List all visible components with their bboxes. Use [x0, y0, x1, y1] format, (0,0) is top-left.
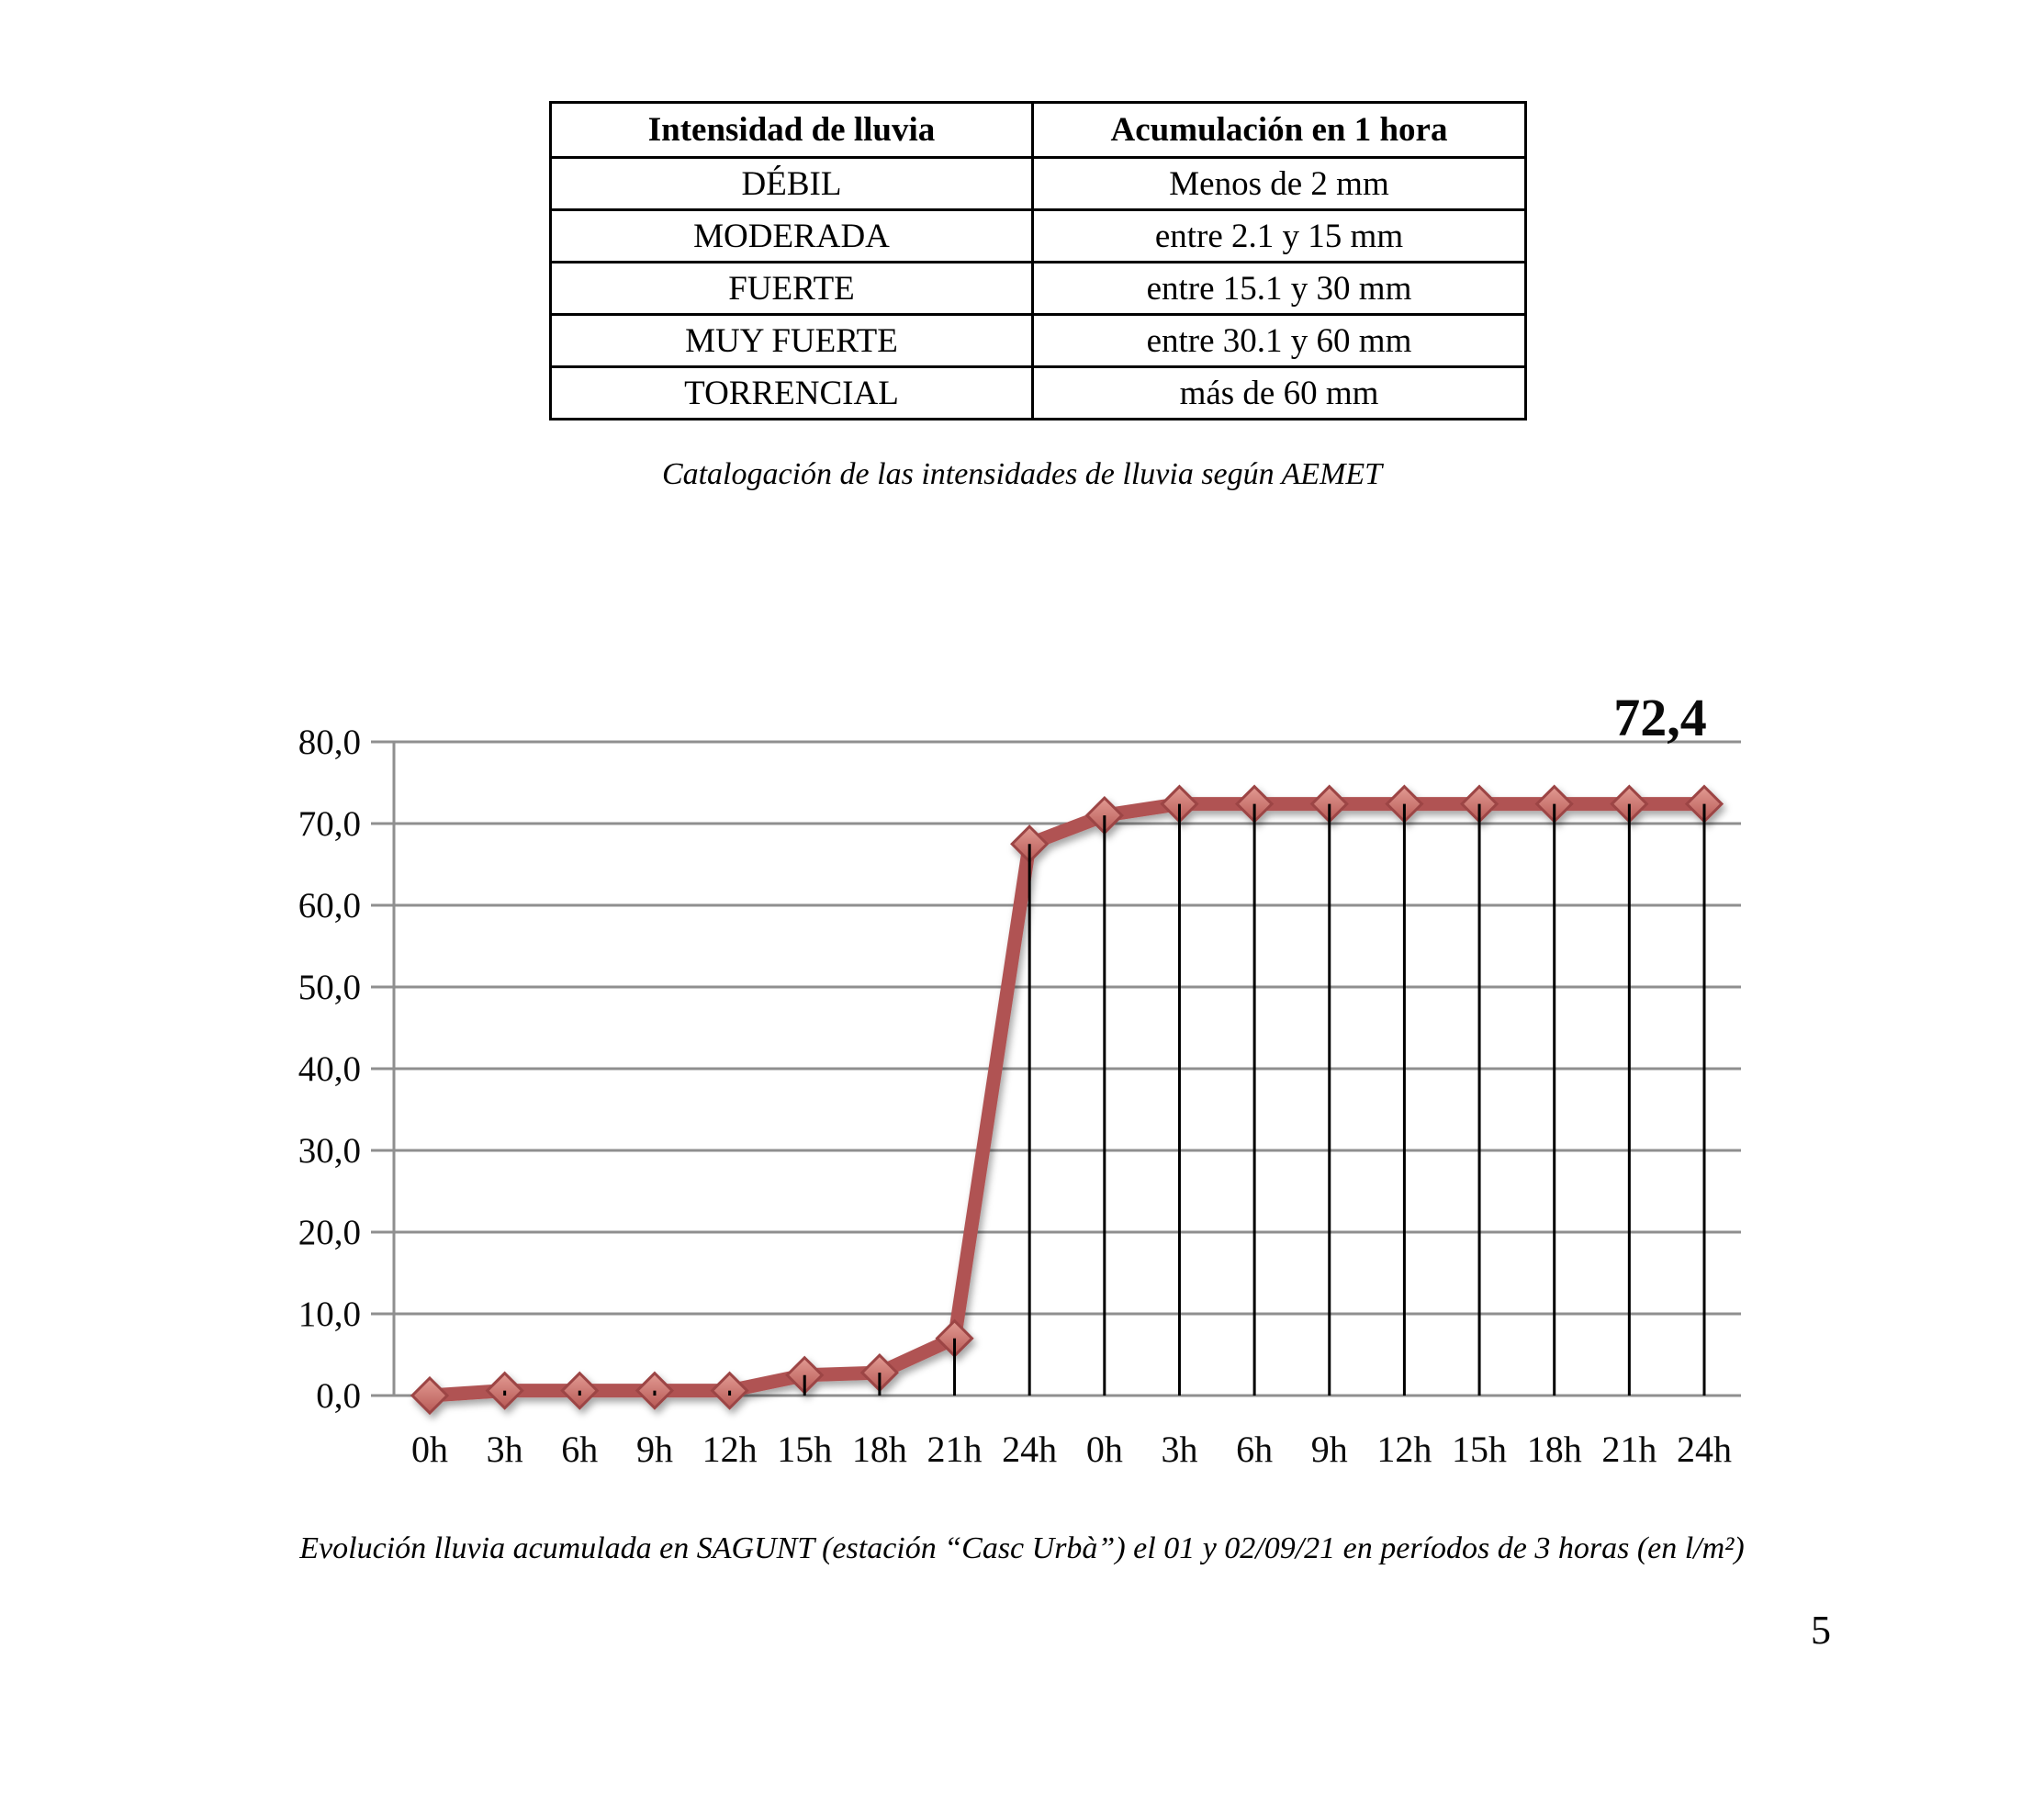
- accumulation-cell: más de 60 mm: [1031, 365, 1527, 420]
- data-point-marker: [1234, 784, 1275, 824]
- data-point-marker: [1160, 784, 1199, 824]
- y-tick-label: 70,0: [298, 804, 361, 844]
- accumulation-cell: entre 30.1 y 60 mm: [1031, 313, 1527, 368]
- data-point-marker: [1010, 824, 1050, 864]
- y-tick-label: 30,0: [298, 1131, 361, 1171]
- x-tick-label: 0h: [411, 1429, 448, 1470]
- intensity-table: Intensidad de lluvia Acumulación en 1 ho…: [549, 101, 1527, 420]
- data-point-marker: [710, 1371, 749, 1410]
- x-tick-label: 24h: [1002, 1429, 1057, 1470]
- intensity-cell: MODERADA: [549, 208, 1034, 263]
- data-point-marker: [410, 1375, 450, 1416]
- x-tick-label: 15h: [1452, 1429, 1507, 1470]
- data-point-marker: [935, 1318, 974, 1358]
- accumulation-cell: Menos de 2 mm: [1031, 156, 1527, 211]
- data-point-marker: [1459, 784, 1499, 824]
- data-point-marker: [785, 1355, 825, 1395]
- data-point-marker: [1385, 784, 1424, 824]
- table-row: TORRENCIAL más de 60 mm: [549, 365, 1527, 420]
- data-point-marker: [1084, 795, 1124, 835]
- y-tick-label: 10,0: [298, 1295, 361, 1334]
- x-tick-label: 9h: [1311, 1429, 1348, 1470]
- y-tick-label: 20,0: [298, 1213, 361, 1252]
- x-tick-label: 24h: [1677, 1429, 1732, 1470]
- intensity-cell: MUY FUERTE: [549, 313, 1034, 368]
- page-number: 5: [1811, 1608, 1831, 1653]
- data-point-marker: [1534, 784, 1574, 824]
- x-tick-label: 0h: [1086, 1429, 1123, 1470]
- x-tick-label: 15h: [777, 1429, 832, 1470]
- y-tick-label: 40,0: [298, 1049, 361, 1089]
- table-row: DÉBIL Menos de 2 mm: [549, 156, 1527, 211]
- chart-series: [410, 784, 1724, 1416]
- x-tick-label: 12h: [702, 1429, 758, 1470]
- y-tick-label: 50,0: [298, 968, 361, 1007]
- table-row: MODERADA entre 2.1 y 15 mm: [549, 208, 1527, 263]
- data-point-marker: [485, 1371, 524, 1410]
- table-caption: Catalogación de las intensidades de lluv…: [661, 457, 1383, 491]
- y-tick-label: 0,0: [316, 1376, 361, 1416]
- data-point-marker: [1684, 784, 1724, 824]
- data-point-marker: [1610, 784, 1649, 824]
- data-point-marker: [859, 1352, 900, 1393]
- accumulation-cell: entre 15.1 y 30 mm: [1031, 261, 1527, 316]
- y-tick-label: 60,0: [298, 886, 361, 925]
- x-tick-label: 21h: [1601, 1429, 1657, 1470]
- header-intensity: Intensidad de lluvia: [549, 101, 1034, 159]
- intensity-cell: TORRENCIAL: [549, 365, 1034, 420]
- data-point-marker: [1309, 784, 1349, 824]
- x-tick-label: 18h: [852, 1429, 907, 1470]
- x-tick-label: 6h: [1236, 1429, 1273, 1470]
- figure-caption: Evolución lluvia acumulada en SAGUNT (es…: [299, 1531, 1745, 1565]
- table-header-row: Intensidad de lluvia Acumulación en 1 ho…: [549, 101, 1527, 159]
- x-tick-label: 3h: [487, 1429, 523, 1470]
- y-tick-label: 80,0: [298, 723, 361, 762]
- x-tick-label: 3h: [1161, 1429, 1197, 1470]
- intensity-cell: DÉBIL: [549, 156, 1034, 211]
- table-row: MUY FUERTE entre 30.1 y 60 mm: [549, 313, 1527, 368]
- chart-drop-lines: [503, 803, 1706, 1396]
- intensity-table-wrap: Intensidad de lluvia Acumulación en 1 ho…: [549, 101, 1527, 420]
- x-tick-label: 12h: [1376, 1429, 1432, 1470]
- annotation-label: 72,4: [1613, 688, 1707, 747]
- header-accumulation: Acumulación en 1 hora: [1031, 101, 1527, 159]
- data-point-marker: [635, 1371, 675, 1410]
- x-tick-label: 18h: [1527, 1429, 1582, 1470]
- table-row: FUERTE entre 15.1 y 30 mm: [549, 261, 1527, 316]
- series-line: [422, 797, 1712, 1403]
- chart-axis-labels: 0,0 10,0 20,0 30,0 40,0 50,0 60,0 70,0 80,0 0h 3h 6…: [298, 688, 1732, 1470]
- intensity-cell: FUERTE: [549, 261, 1034, 316]
- x-tick-label: 9h: [636, 1429, 673, 1470]
- chart-gridlines: [371, 740, 1741, 1397]
- x-tick-label: 6h: [561, 1429, 598, 1470]
- data-point-marker: [560, 1371, 600, 1410]
- accumulation-cell: entre 2.1 y 15 mm: [1031, 208, 1527, 263]
- x-tick-label: 21h: [927, 1429, 983, 1470]
